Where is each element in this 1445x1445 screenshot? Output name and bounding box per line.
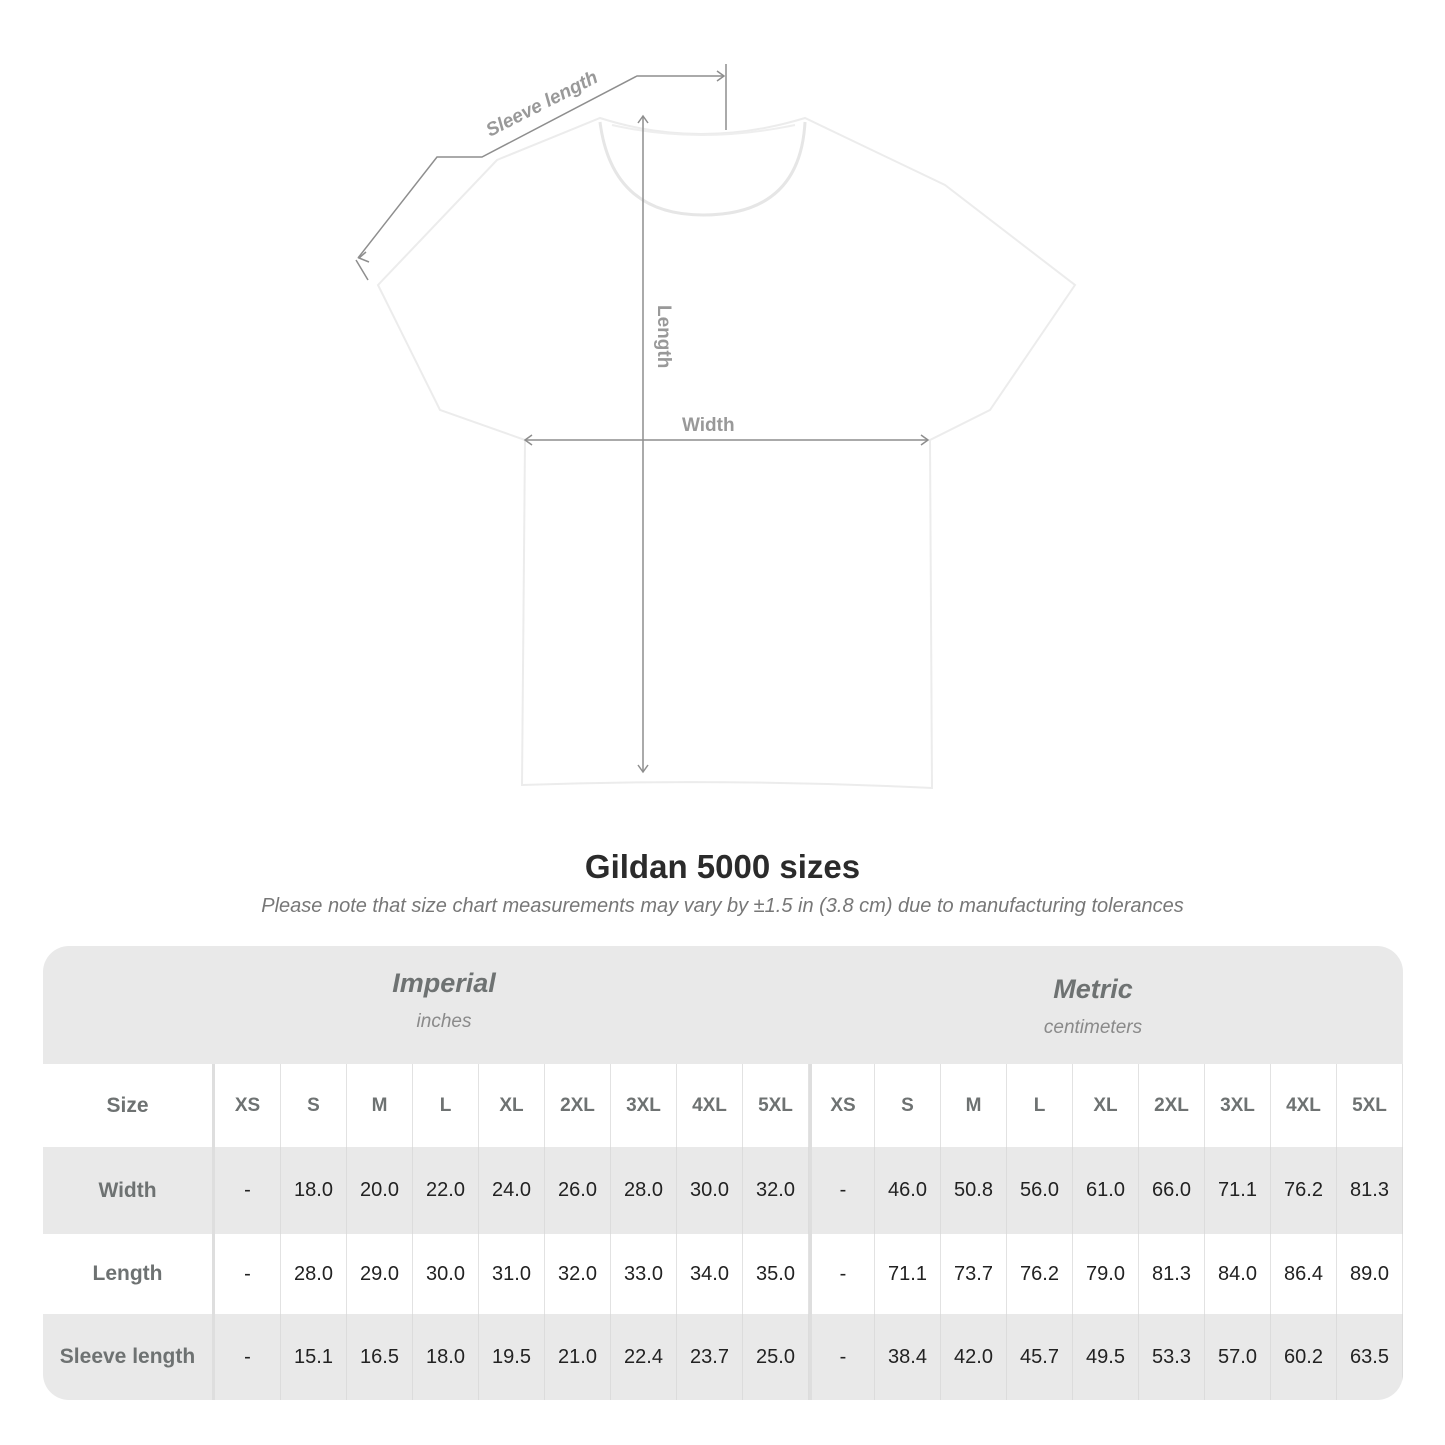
metric-unit: centimeters: [1043, 1017, 1143, 1038]
imperial-header: Imperial inches: [144, 968, 744, 1033]
metric-value: 71.1: [875, 1234, 941, 1314]
tshirt-diagram: Sleeve length Length Width: [355, 64, 1077, 790]
metric-size-m: M: [941, 1064, 1007, 1147]
imperial-value: 16.5: [347, 1314, 413, 1400]
metric-value: 81.3: [1139, 1234, 1205, 1314]
metric-size-xl: XL: [1073, 1064, 1139, 1147]
tshirt-collar: [598, 121, 807, 217]
imperial-size-2xl: 2XL: [545, 1064, 611, 1147]
imperial-value: 22.0: [413, 1147, 479, 1234]
imperial-value: 26.0: [545, 1147, 611, 1234]
metric-value: 76.2: [1007, 1234, 1073, 1314]
metric-size-5xl: 5XL: [1337, 1064, 1403, 1147]
metric-value: 38.4: [875, 1314, 941, 1400]
row-label: Sleeve length: [43, 1314, 215, 1400]
metric-size-3xl: 3XL: [1205, 1064, 1271, 1147]
page-title: Gildan 5000 sizes: [584, 848, 861, 885]
imperial-value: 24.0: [479, 1147, 545, 1234]
metric-value: 76.2: [1271, 1147, 1337, 1234]
metric-value: 86.4: [1271, 1234, 1337, 1314]
metric-value: 71.1: [1205, 1147, 1271, 1234]
metric-value: -: [809, 1234, 875, 1314]
metric-size-xs: XS: [809, 1064, 875, 1147]
imperial-value: 29.0: [347, 1234, 413, 1314]
measure-lines: [355, 64, 930, 774]
metric-value: 79.0: [1073, 1234, 1139, 1314]
imperial-value: 33.0: [611, 1234, 677, 1314]
imperial-value: 18.0: [413, 1314, 479, 1400]
metric-value: 63.5: [1337, 1314, 1403, 1400]
metric-value: 73.7: [941, 1234, 1007, 1314]
imperial-unit: inches: [416, 1011, 472, 1032]
metric-size-s: S: [875, 1064, 941, 1147]
imperial-size-xs: XS: [215, 1064, 281, 1147]
imperial-value: 31.0: [479, 1234, 545, 1314]
metric-value: -: [809, 1147, 875, 1234]
imperial-size-l: L: [413, 1064, 479, 1147]
metric-value: -: [809, 1314, 875, 1400]
metric-value: 81.3: [1337, 1147, 1403, 1234]
imperial-value: 32.0: [743, 1147, 809, 1234]
imperial-value: 28.0: [281, 1234, 347, 1314]
metric-size-2xl: 2XL: [1139, 1064, 1205, 1147]
imperial-size-3xl: 3XL: [611, 1064, 677, 1147]
metric-value: 84.0: [1205, 1234, 1271, 1314]
metric-value: 46.0: [875, 1147, 941, 1234]
imperial-value: -: [215, 1314, 281, 1400]
imperial-value: 18.0: [281, 1147, 347, 1234]
tshirt-shape: [376, 116, 1077, 790]
tshirt-inner-neck: [611, 124, 796, 136]
imperial-value: 22.4: [611, 1314, 677, 1400]
metric-title: Metric: [1053, 974, 1133, 1004]
metric-size-l: L: [1007, 1064, 1073, 1147]
imperial-value: 23.7: [677, 1314, 743, 1400]
metric-value: 53.3: [1139, 1314, 1205, 1400]
sleeve-length-line: [357, 75, 724, 259]
imperial-size-m: M: [347, 1064, 413, 1147]
metric-value: 56.0: [1007, 1147, 1073, 1234]
unit-header: Imperial inches Metric centimeters: [43, 946, 1403, 1064]
size-label: Size: [43, 1064, 215, 1147]
metric-value: 57.0: [1205, 1314, 1271, 1400]
imperial-size-4xl: 4XL: [677, 1064, 743, 1147]
metric-value: 61.0: [1073, 1147, 1139, 1234]
metric-size-4xl: 4XL: [1271, 1064, 1337, 1147]
table-row: Sleeve length -15.1 16.5 18.0 19.5 21.0 22.4 23…: [43, 1314, 1403, 1400]
imperial-value: 35.0: [743, 1234, 809, 1314]
metric-header: Metric centimeters: [793, 974, 1393, 1039]
imperial-title: Imperial: [392, 968, 496, 998]
imperial-value: 28.0: [611, 1147, 677, 1234]
imperial-value: 30.0: [677, 1147, 743, 1234]
metric-value: 42.0: [941, 1314, 1007, 1400]
metric-value: 66.0: [1139, 1147, 1205, 1234]
imperial-value: 34.0: [677, 1234, 743, 1314]
metric-value: 89.0: [1337, 1234, 1403, 1314]
table-row: Length -28.0 29.0 30.0 31.0 32.0 33.0 34.0 35.0-…: [43, 1234, 1403, 1314]
metric-value: 60.2: [1271, 1314, 1337, 1400]
size-row: Size XS S M L XL 2XL 3XL 4XL 5XL XS S M L XL 2XL 3XL 4XL 5…: [43, 1064, 1403, 1147]
imperial-value: 32.0: [545, 1234, 611, 1314]
imperial-value: 30.0: [413, 1234, 479, 1314]
imperial-value: 19.5: [479, 1314, 545, 1400]
length-label: Length: [653, 305, 674, 368]
table-row: Width -18.0 20.0 22.0 24.0 26.0 28.0 30.0 32.0-4…: [43, 1147, 1403, 1234]
size-table: Imperial inches Metric centimeters Size X…: [43, 946, 1403, 1400]
metric-value: 45.7: [1007, 1314, 1073, 1400]
imperial-size-5xl: 5XL: [743, 1064, 809, 1147]
imperial-value: 25.0: [743, 1314, 809, 1400]
metric-value: 50.8: [941, 1147, 1007, 1234]
imperial-value: 21.0: [545, 1314, 611, 1400]
imperial-size-xl: XL: [479, 1064, 545, 1147]
tolerance-note: Please note that size chart measurements…: [261, 895, 1184, 917]
imperial-value: -: [215, 1147, 281, 1234]
imperial-value: 20.0: [347, 1147, 413, 1234]
imperial-size-s: S: [281, 1064, 347, 1147]
row-label: Width: [43, 1147, 215, 1234]
metric-value: 49.5: [1073, 1314, 1139, 1400]
imperial-value: -: [215, 1234, 281, 1314]
width-label: Width: [682, 415, 735, 436]
imperial-value: 15.1: [281, 1314, 347, 1400]
row-label: Length: [43, 1234, 215, 1314]
